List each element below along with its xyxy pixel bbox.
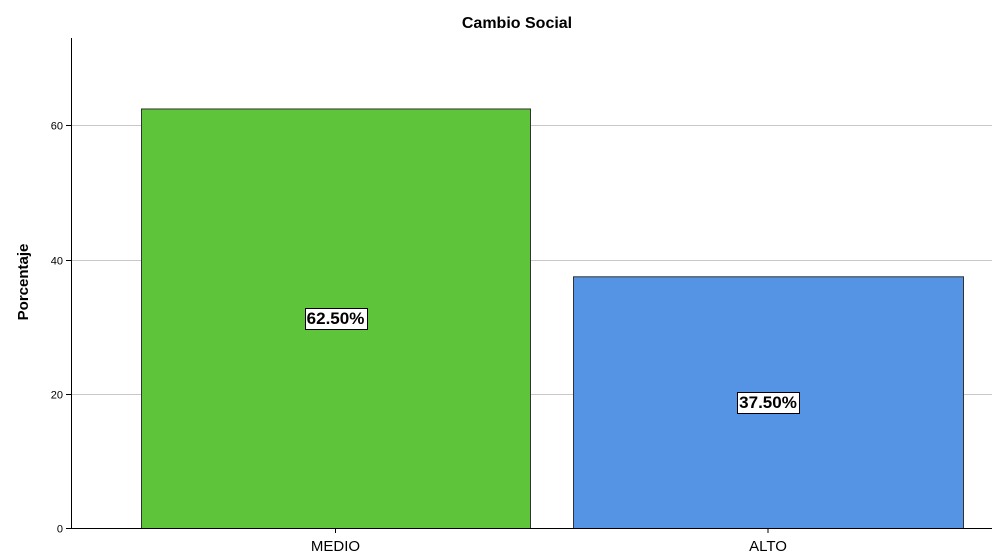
data-label-text: 37.50% <box>739 393 797 412</box>
data-label-box <box>305 308 368 330</box>
axes <box>71 38 992 529</box>
data-label-box <box>737 392 800 414</box>
y-tick-label-40: 40 <box>51 256 63 268</box>
data-label-alto: 37.50% <box>737 392 800 414</box>
chart-title: Cambio Social <box>462 15 572 32</box>
x-tick-label-alto: ALTO <box>749 538 787 555</box>
y-tick-label-60: 60 <box>51 121 63 133</box>
y-tick-label-20: 20 <box>51 390 63 402</box>
y-axis-label: Porcentaje <box>15 244 32 321</box>
x-tick-label-medio: MEDIO <box>311 538 360 555</box>
data-label-text: 62.50% <box>307 309 365 328</box>
y-tick-label-0: 0 <box>57 524 63 536</box>
data-labels: 62.50% 37.50% <box>305 308 800 414</box>
data-label-medio: 62.50% <box>305 308 368 330</box>
x-ticks: MEDIO ALTO <box>311 528 787 555</box>
y-ticks: 0 20 40 60 <box>51 121 71 536</box>
